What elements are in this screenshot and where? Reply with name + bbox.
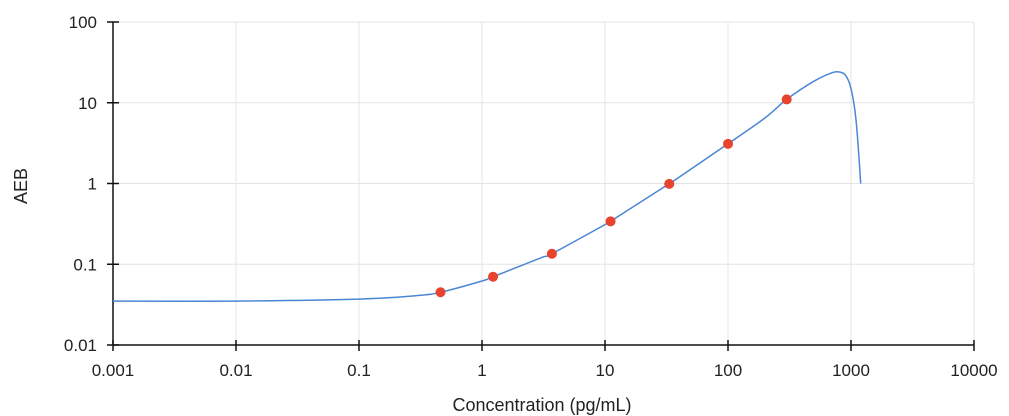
x-tick-label: 100 — [714, 361, 742, 380]
x-tick-label: 10 — [596, 361, 615, 380]
data-point — [546, 248, 557, 259]
y-axis-title: AEB — [11, 168, 31, 204]
y-tick-label: 1 — [88, 175, 97, 194]
x-axis-title: Concentration (pg/mL) — [452, 395, 631, 415]
grid — [112, 21, 975, 346]
x-axis-ticks: 0.001 0.01 0.1 1 10 100 1000 10000 — [92, 340, 998, 380]
data-point — [435, 287, 446, 298]
y-axis-ticks: 0.01 0.1 1 10 100 — [64, 13, 119, 355]
y-tick-label: 0.01 — [64, 336, 97, 355]
data-points — [435, 94, 792, 298]
x-tick-label: 10000 — [950, 361, 997, 380]
y-tick-label: 10 — [78, 94, 97, 113]
data-point — [605, 216, 616, 227]
data-point — [781, 94, 792, 105]
data-point — [488, 271, 499, 282]
x-tick-label: 1000 — [832, 361, 870, 380]
x-tick-label: 1 — [477, 361, 486, 380]
x-tick-label: 0.001 — [92, 361, 135, 380]
data-point — [723, 138, 733, 149]
x-tick-label: 0.01 — [219, 361, 252, 380]
y-tick-label: 100 — [69, 13, 97, 32]
fit-curve — [112, 70, 862, 302]
x-tick-label: 0.1 — [347, 361, 371, 380]
data-point — [664, 178, 675, 189]
y-tick-label: 0.1 — [73, 255, 97, 274]
